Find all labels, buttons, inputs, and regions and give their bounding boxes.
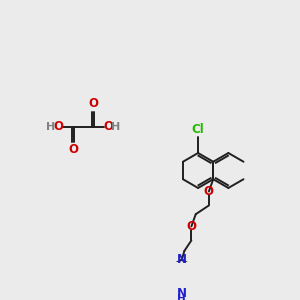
Text: O: O [186, 220, 197, 233]
Text: O: O [68, 143, 78, 156]
Text: H: H [177, 294, 186, 300]
Text: Cl: Cl [192, 123, 205, 136]
Text: O: O [53, 120, 63, 133]
Text: H: H [111, 122, 121, 132]
Text: O: O [103, 120, 113, 133]
Text: N: N [177, 253, 187, 266]
Text: O: O [88, 97, 98, 110]
Text: N: N [177, 287, 187, 300]
Text: O: O [204, 185, 214, 198]
Text: H: H [46, 122, 55, 132]
